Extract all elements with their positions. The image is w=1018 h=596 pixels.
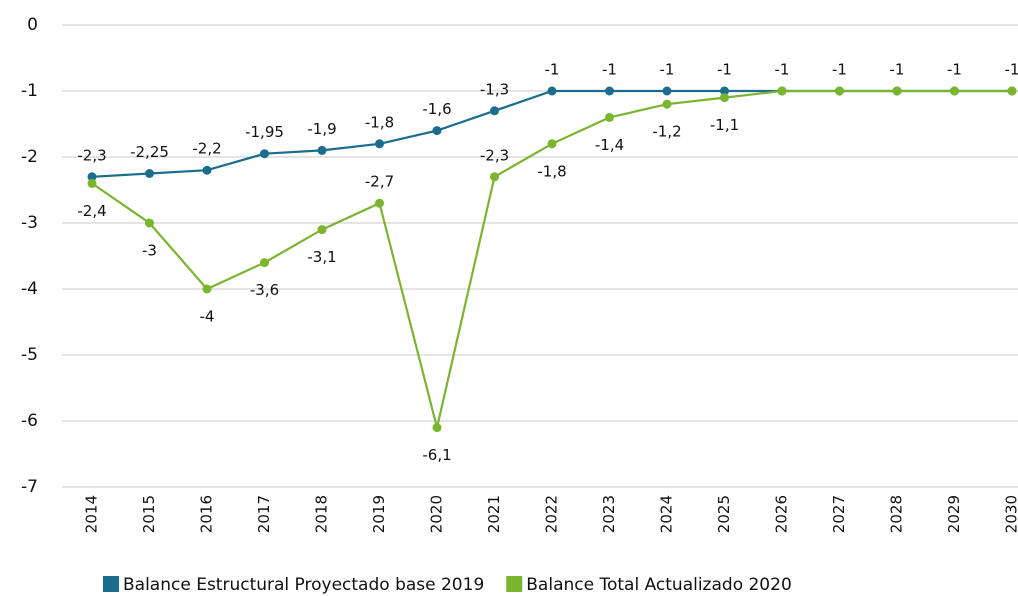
data-label: -1	[660, 61, 675, 79]
data-label: -1	[717, 61, 732, 79]
x-tick-label: 2021	[485, 495, 503, 533]
data-label: -3	[142, 242, 157, 260]
point	[432, 126, 442, 136]
data-label: -1,6	[422, 100, 451, 118]
data-label: -1	[775, 61, 790, 79]
data-label: -1,8	[365, 113, 394, 131]
point	[662, 99, 672, 109]
data-label: -1,2	[652, 123, 681, 141]
data-label: -2,7	[365, 173, 394, 191]
y-tick-label: -6	[21, 411, 38, 431]
point	[1007, 86, 1017, 96]
y-tick-label: -5	[21, 345, 38, 365]
y-tick-label: -2	[21, 147, 38, 167]
data-label: -1,1	[710, 116, 739, 134]
data-label: -1	[545, 61, 560, 79]
data-label: -2,3	[77, 146, 106, 164]
point	[317, 145, 327, 155]
y-tick-label: -3	[21, 213, 38, 233]
x-tick-label: 2022	[543, 495, 561, 533]
point	[835, 86, 844, 96]
point	[720, 93, 729, 103]
data-label: -1,95	[245, 123, 284, 141]
data-label: -1,3	[480, 80, 509, 98]
legend-label: Balance Total Actualizado 2020	[526, 575, 792, 595]
x-tick-label: 2018	[313, 495, 331, 533]
x-tick-label: 2014	[83, 495, 101, 533]
point	[317, 225, 327, 235]
point	[662, 86, 672, 96]
x-tick-label: 2028	[888, 495, 906, 533]
point	[547, 139, 557, 149]
x-tick-label: 2019	[370, 495, 388, 533]
data-label: -2,3	[480, 146, 509, 164]
data-label: -1	[832, 61, 847, 79]
legend-swatch	[103, 576, 119, 592]
point	[490, 172, 499, 182]
point	[87, 178, 97, 188]
data-label: -4	[200, 308, 215, 326]
legend-label: Balance Estructural Proyectado base 2019	[123, 575, 484, 595]
point	[87, 172, 97, 182]
point	[950, 86, 959, 96]
point	[605, 86, 614, 96]
data-label: -1,9	[307, 120, 336, 138]
data-label: -3,1	[307, 248, 336, 266]
x-tick-label: 2026	[773, 495, 791, 533]
x-tick-label: 2017	[255, 495, 273, 533]
legend-swatch	[506, 576, 523, 592]
y-tick-label: -1	[21, 81, 38, 101]
x-tick-label: 2029	[945, 495, 963, 533]
point	[260, 149, 269, 159]
y-tick-label: -4	[21, 279, 38, 299]
x-tick-label: 2030	[1003, 495, 1018, 533]
point	[202, 284, 212, 294]
point	[720, 86, 729, 96]
data-label: -1,8	[537, 162, 566, 180]
point	[605, 112, 614, 122]
x-tick-label: 2023	[600, 495, 618, 533]
point	[777, 86, 787, 96]
data-label: -1	[602, 61, 617, 79]
y-tick-label: 0	[27, 15, 38, 35]
point	[892, 86, 902, 96]
x-tick-label: 2020	[428, 495, 446, 533]
point	[490, 106, 499, 116]
point	[432, 423, 442, 433]
x-tick-label: 2025	[715, 495, 733, 533]
point	[202, 165, 212, 175]
data-label: -2,4	[77, 202, 106, 220]
data-label: -1	[1005, 61, 1018, 79]
data-label: -1,4	[595, 136, 624, 154]
data-label: -2,25	[130, 143, 169, 161]
point	[547, 86, 557, 96]
data-label: -1	[890, 61, 905, 79]
point	[260, 258, 269, 268]
data-label: -1	[947, 61, 962, 79]
x-tick-label: 2024	[658, 495, 676, 533]
point	[375, 198, 384, 208]
x-tick-label: 2015	[140, 495, 158, 533]
point	[145, 218, 154, 228]
data-label: -3,6	[250, 281, 279, 299]
point	[375, 139, 384, 149]
data-label: -6,1	[422, 446, 451, 464]
x-tick-label: 2027	[830, 495, 848, 533]
data-label: -2,2	[192, 140, 221, 158]
y-tick-label: -7	[21, 477, 38, 497]
point	[145, 169, 154, 178]
x-tick-label: 2016	[198, 495, 216, 533]
